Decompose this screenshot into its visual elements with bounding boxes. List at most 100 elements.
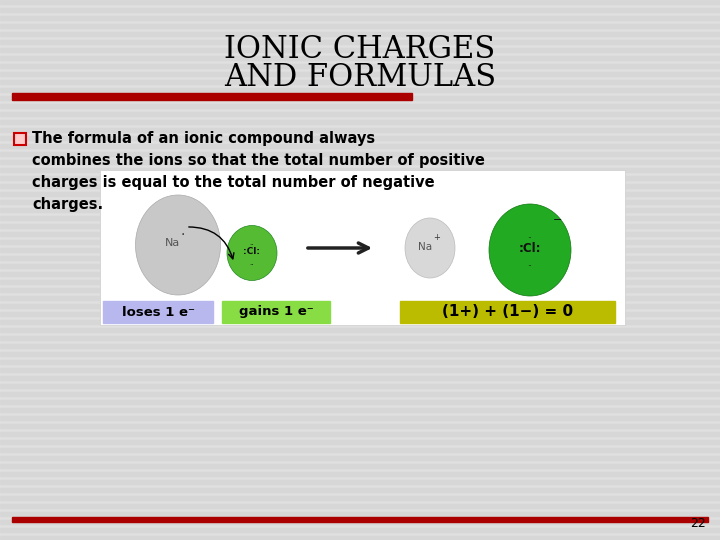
Bar (0, 24, 720, 28)
Bar (0, 320, 720, 324)
Bar (0, 472, 720, 476)
Text: ..: .. (528, 260, 532, 268)
Bar (0, 56, 720, 60)
Text: ..: .. (528, 232, 532, 240)
Bar (0, 368, 720, 372)
Bar (0, 248, 720, 252)
Bar (12, 517, 708, 522)
Bar (0, 216, 720, 220)
Text: gains 1 e⁻: gains 1 e⁻ (238, 306, 313, 319)
Text: −: − (553, 215, 563, 225)
Bar (0, 232, 720, 236)
Bar (0, 280, 720, 284)
Bar (0, 152, 720, 156)
Ellipse shape (405, 218, 455, 278)
Bar (0, 32, 720, 36)
Bar (0, 240, 720, 244)
Bar (0, 384, 720, 388)
Bar (0, 192, 720, 196)
Bar (0, 392, 720, 396)
Text: (1+) + (1−) = 0: (1+) + (1−) = 0 (442, 305, 573, 320)
Bar (0, 136, 720, 140)
Bar (0, 0, 720, 4)
Bar (12, 93, 412, 100)
Bar (0, 48, 720, 52)
Text: Na: Na (418, 242, 432, 252)
Bar (0, 120, 720, 124)
Text: The formula of an ionic compound always: The formula of an ionic compound always (32, 131, 375, 145)
Bar (0, 488, 720, 492)
Text: Na: Na (164, 238, 179, 248)
Bar (0, 128, 720, 132)
Text: 22: 22 (690, 517, 706, 530)
Bar (0, 256, 720, 260)
Bar (0, 520, 720, 524)
Bar (0, 440, 720, 444)
Bar (0, 312, 720, 316)
Text: +: + (433, 233, 441, 242)
Ellipse shape (227, 226, 277, 280)
Bar (0, 352, 720, 356)
Bar (0, 112, 720, 116)
Bar (400, 301, 615, 323)
Bar (0, 432, 720, 436)
Bar (0, 400, 720, 404)
Bar (103, 301, 213, 323)
Bar (0, 144, 720, 148)
Bar (0, 104, 720, 108)
Bar (0, 168, 720, 172)
Bar (0, 480, 720, 484)
Bar (0, 208, 720, 212)
Bar (0, 176, 720, 180)
Bar (0, 288, 720, 292)
Text: combines the ions so that the total number of positive: combines the ions so that the total numb… (32, 152, 485, 167)
Bar (0, 504, 720, 508)
Text: AND FORMULAS: AND FORMULAS (224, 63, 496, 93)
Bar (0, 328, 720, 332)
Text: :Cl:: :Cl: (518, 242, 541, 255)
Bar (0, 416, 720, 420)
Bar (0, 160, 720, 164)
Text: charges.: charges. (32, 197, 103, 212)
Bar (0, 464, 720, 468)
Bar (0, 88, 720, 92)
Bar (0, 304, 720, 308)
Bar (0, 296, 720, 300)
Bar (0, 528, 720, 532)
Bar (0, 200, 720, 204)
Bar (0, 424, 720, 428)
Bar (14, 133, 26, 145)
Bar (0, 536, 720, 540)
Bar (0, 336, 720, 340)
Bar (0, 448, 720, 452)
Bar (0, 344, 720, 348)
Bar (0, 496, 720, 500)
Bar (0, 40, 720, 44)
Bar (0, 16, 720, 20)
Bar (0, 360, 720, 364)
Bar (100, 170, 625, 325)
Ellipse shape (135, 195, 220, 295)
Bar (0, 272, 720, 276)
Bar (0, 512, 720, 516)
Bar (222, 301, 330, 323)
Text: loses 1 e⁻: loses 1 e⁻ (122, 306, 194, 319)
Text: :Cl:: :Cl: (243, 247, 261, 256)
Bar (0, 408, 720, 412)
Bar (0, 456, 720, 460)
Bar (0, 64, 720, 68)
Text: ·: · (181, 228, 185, 242)
Bar (0, 80, 720, 84)
Bar (0, 376, 720, 380)
Bar (0, 224, 720, 228)
Text: IONIC CHARGES: IONIC CHARGES (225, 35, 495, 65)
Text: ..: .. (250, 240, 254, 246)
Bar (0, 72, 720, 76)
Ellipse shape (489, 204, 571, 296)
Bar (0, 264, 720, 268)
Bar (0, 8, 720, 12)
Text: ..: .. (250, 260, 254, 266)
Text: charges is equal to the total number of negative: charges is equal to the total number of … (32, 174, 435, 190)
Bar (0, 96, 720, 100)
Bar (0, 184, 720, 188)
